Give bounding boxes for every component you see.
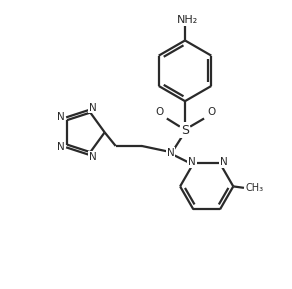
Text: CH₃: CH₃ (245, 183, 263, 193)
Text: N: N (89, 152, 96, 162)
Text: N: N (57, 112, 65, 122)
Text: N: N (167, 148, 174, 158)
Text: O: O (156, 107, 164, 117)
Text: N: N (188, 157, 196, 167)
Text: N: N (57, 142, 65, 152)
Text: N: N (89, 103, 96, 113)
Text: NH₂: NH₂ (177, 15, 198, 25)
Text: N: N (220, 157, 227, 167)
Text: S: S (181, 124, 189, 136)
Text: O: O (207, 107, 215, 117)
